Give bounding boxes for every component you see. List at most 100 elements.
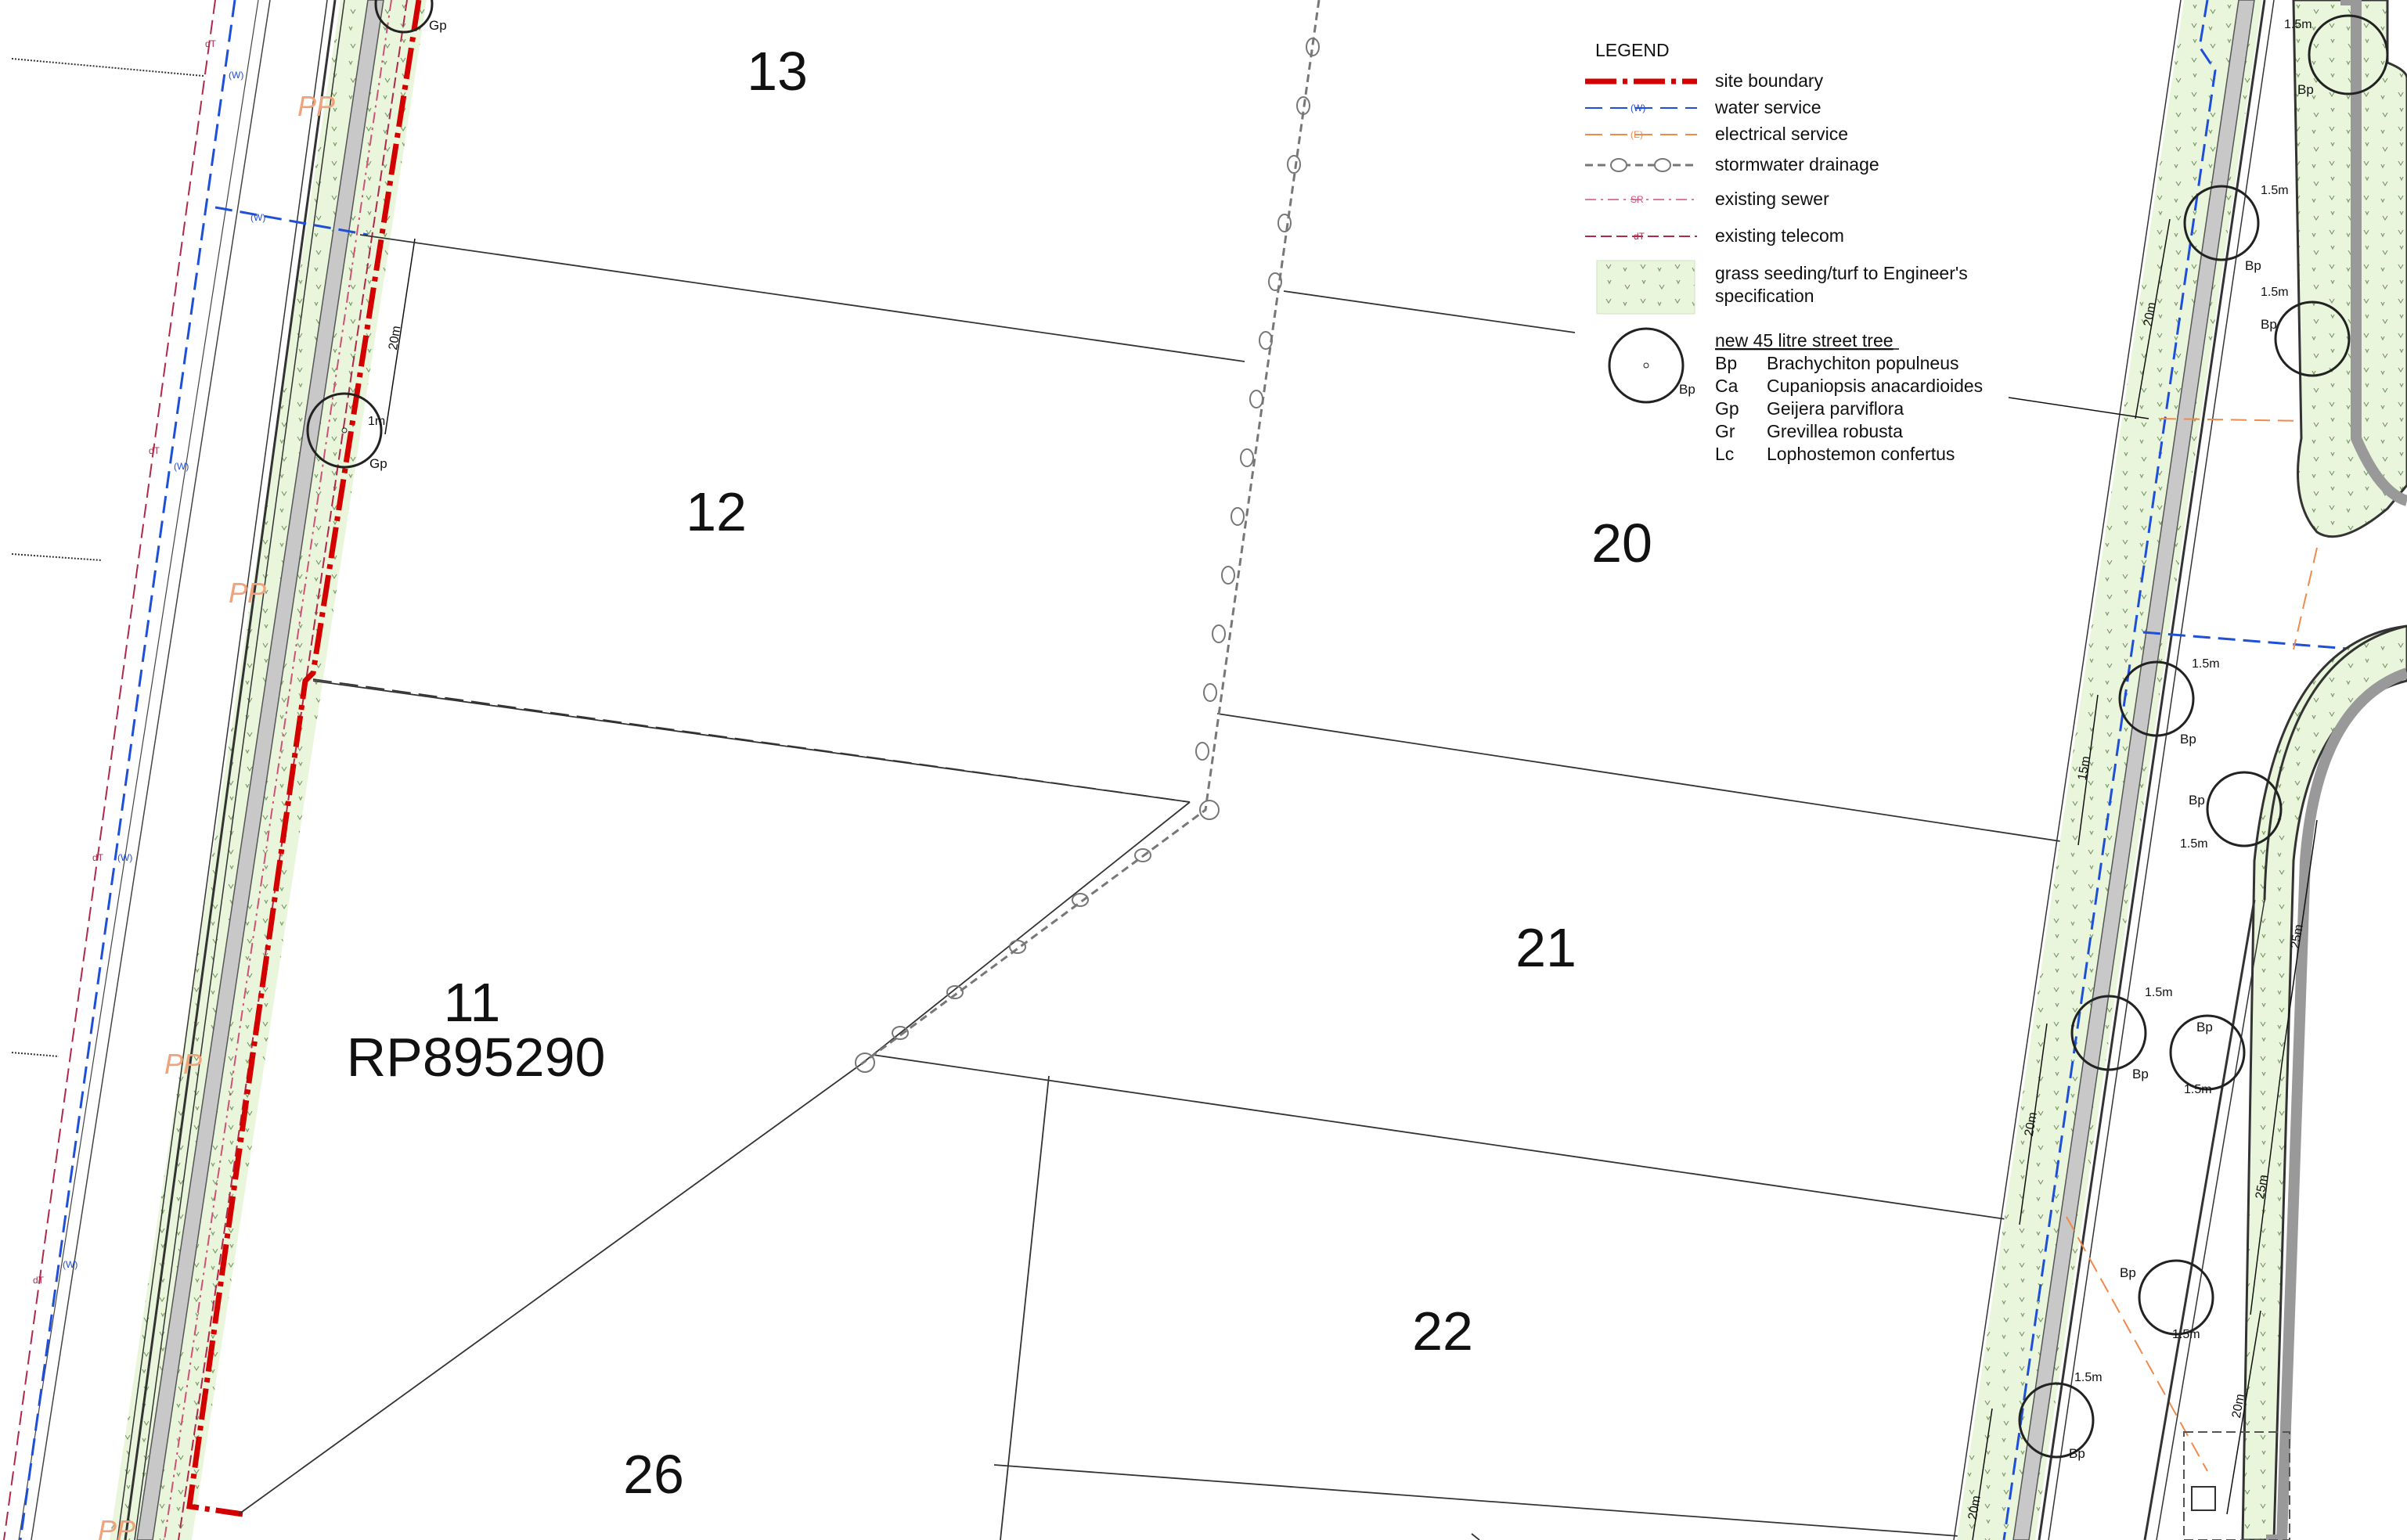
legend-tree-code: Bp bbox=[1679, 382, 1695, 397]
dimension-1-5m: 1.5m bbox=[2192, 657, 2220, 671]
dimension-1-5m: 1.5m bbox=[2145, 986, 2173, 999]
telecom-tag: dT bbox=[33, 1275, 45, 1286]
dimension-20m: 20m bbox=[1966, 1495, 1984, 1521]
lot-number-22: 22 bbox=[1412, 1301, 1473, 1362]
street-tree-bp: Bp bbox=[2070, 995, 2149, 1081]
street-tree-bp: Bp bbox=[2018, 1382, 2095, 1461]
species-name: Grevillea robusta bbox=[1767, 421, 1903, 441]
legend-label: water service bbox=[1714, 97, 1821, 117]
street-tree-gp: Gp bbox=[306, 392, 387, 471]
lot-number-13: 13 bbox=[747, 41, 808, 102]
dimension-20m: 20m bbox=[2142, 301, 2159, 328]
dimension-1-5m: 1.5m bbox=[2180, 837, 2208, 851]
tree-code-bp: Bp bbox=[2069, 1446, 2085, 1461]
street-tree-bp: Bp bbox=[2118, 660, 2196, 747]
species-code: Gp bbox=[1715, 398, 1739, 419]
pp-label: PP bbox=[164, 1048, 202, 1080]
tree-code-gp: Gp bbox=[369, 456, 387, 471]
east-street-trees: Bp Bp Bp Bp Bp Bp Bp Bp bbox=[2018, 14, 2389, 1461]
water-tag: (W) bbox=[117, 852, 132, 863]
legend-street-tree: Bp new 45 litre street tree bbox=[1608, 327, 2149, 419]
east-dimension-labels: 20m 15m 20m 25m 25m 20m 20m 1.5m 1.5m 1.… bbox=[1966, 18, 2312, 1521]
west-road-corridor: PP PP PP PP (W) (W) (W) (W) (W) dT dT dT… bbox=[3, 0, 447, 1540]
dimension-20m: 20m bbox=[387, 325, 404, 351]
dimension-1-5m: 1.5m bbox=[2261, 286, 2289, 299]
legend-grass-seeding: grass seeding/turf to Engineer's specifi… bbox=[1596, 260, 1968, 315]
tree-code-bp: Bp bbox=[2120, 1265, 2136, 1280]
lot-number-12: 12 bbox=[686, 481, 747, 542]
tree-code-bp: Bp bbox=[2261, 317, 2277, 332]
telecom-tag: dT bbox=[92, 852, 104, 863]
legend-electrical-service: (E) electrical service bbox=[1585, 124, 1848, 144]
east-road-corridor bbox=[1953, 0, 2407, 1540]
species-name: Cupaniopsis anacardioides bbox=[1767, 376, 1983, 396]
stormwater-drain bbox=[855, 0, 1321, 1073]
dimension-20m: 20m bbox=[2023, 1111, 2040, 1138]
legend-label: specification bbox=[1715, 286, 1814, 306]
tree-code-gp: Gp bbox=[429, 18, 447, 33]
lot-number-21: 21 bbox=[1515, 917, 1576, 978]
dimension-1m: 1m bbox=[368, 415, 385, 428]
dimension-20m: 20m bbox=[2230, 1393, 2247, 1419]
water-tag: (W) bbox=[174, 461, 189, 472]
legend-tree-heading: new 45 litre street tree bbox=[1715, 330, 1894, 351]
pp-label: PP bbox=[297, 90, 335, 122]
legend-tag: dT bbox=[1634, 231, 1645, 242]
dimension-1-5m: 1.5m bbox=[2074, 1371, 2103, 1384]
dimension-15m: 15m bbox=[2076, 755, 2093, 782]
dimension-25m: 25m bbox=[2289, 923, 2306, 950]
dimension-25m: 25m bbox=[2254, 1174, 2271, 1200]
tree-code-bp: Bp bbox=[2297, 82, 2314, 97]
dimension-1-5m: 1.5m bbox=[2261, 184, 2289, 197]
tree-code-bp: Bp bbox=[2245, 258, 2261, 273]
legend-label: grass seeding/turf to Engineer's bbox=[1715, 263, 1968, 283]
street-tree-bp: Bp bbox=[2169, 1014, 2246, 1091]
legend-title: LEGEND bbox=[1595, 40, 1670, 60]
species-name: Brachychiton populneus bbox=[1767, 353, 1959, 373]
street-tree-bp: Bp bbox=[2261, 300, 2351, 377]
species-code: Lc bbox=[1715, 444, 1734, 464]
legend-tag: (E) bbox=[1630, 129, 1643, 140]
dimension-1-5m: 1.5m bbox=[2284, 18, 2312, 31]
lot-number-11: 11 bbox=[444, 972, 501, 1033]
species-code: Bp bbox=[1715, 353, 1737, 373]
legend-tag: SR bbox=[1630, 194, 1644, 205]
water-tag: (W) bbox=[250, 212, 265, 223]
legend-water-service: (W) water service bbox=[1585, 97, 1821, 117]
legend-existing-sewer: SR existing sewer bbox=[1585, 189, 1829, 209]
legend-label: existing telecom bbox=[1715, 225, 1844, 246]
tree-code-bp: Bp bbox=[2189, 793, 2205, 808]
species-code: Ca bbox=[1715, 376, 1739, 396]
legend-label: stormwater drainage bbox=[1715, 154, 1879, 175]
lot-number-20: 20 bbox=[1591, 513, 1652, 574]
species-name: Geijera parviflora bbox=[1767, 398, 1904, 419]
legend-label: electrical service bbox=[1715, 124, 1848, 144]
telecom-tag: dT bbox=[205, 38, 217, 49]
legend-label: site boundary bbox=[1715, 70, 1824, 91]
dimension-1-5m: 1.5m bbox=[2172, 1328, 2200, 1341]
species-code: Gr bbox=[1715, 421, 1735, 441]
dimension-1-5m: 1.5m bbox=[2184, 1083, 2212, 1096]
legend-label: existing sewer bbox=[1715, 189, 1829, 209]
pp-label: PP bbox=[98, 1514, 135, 1540]
legend-site-boundary: site boundary bbox=[1585, 70, 1824, 91]
street-tree-bp: Bp bbox=[2120, 1259, 2214, 1336]
legend-species-list: Bp Brachychiton populneus Ca Cupaniopsis… bbox=[1715, 353, 1983, 464]
east-dimensions bbox=[1972, 218, 2318, 1540]
pp-label: PP bbox=[229, 577, 266, 609]
species-name: Lophostemon confertus bbox=[1767, 444, 1955, 464]
street-tree-bp: Bp bbox=[2189, 771, 2283, 847]
tree-code-bp: Bp bbox=[2196, 1020, 2213, 1034]
legend-existing-telecom: dT existing telecom bbox=[1585, 225, 1844, 246]
water-tag: (W) bbox=[63, 1259, 77, 1270]
tree-code-bp: Bp bbox=[2132, 1067, 2149, 1081]
legend-tag: (W) bbox=[1630, 103, 1645, 113]
street-tree-bp: Bp bbox=[2183, 185, 2261, 273]
legend: LEGEND site boundary (W) water service (… bbox=[1585, 40, 2149, 464]
tree-code-bp: Bp bbox=[2180, 732, 2196, 747]
lot-numbers: 13 12 11 RP895290 20 21 22 26 bbox=[347, 41, 1652, 1505]
lot-lines bbox=[238, 234, 2087, 1540]
street-tree-bp: Bp bbox=[2297, 14, 2389, 97]
telecom-tag: dT bbox=[149, 445, 160, 456]
